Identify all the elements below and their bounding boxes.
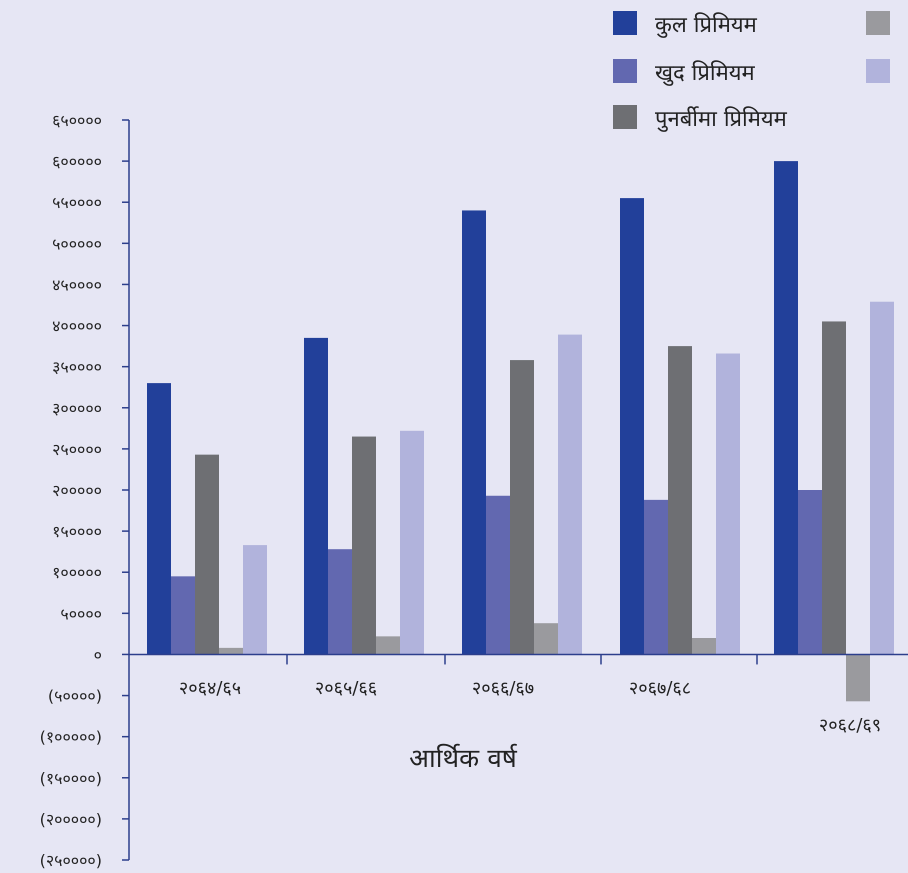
y-tick-label: ४५००००: [52, 275, 102, 294]
bar-1-3: [462, 210, 486, 655]
y-tick-label: ६०००००: [52, 152, 102, 171]
y-tick-label: ३०००००: [52, 399, 102, 418]
bar-2-2: [328, 549, 352, 655]
bar-1-4: [620, 198, 644, 655]
bar-1-1: [147, 383, 171, 655]
bar-4-3: [534, 623, 558, 655]
bar-4-4: [692, 638, 716, 655]
bar-5-5: [870, 301, 894, 655]
legend-label-1: कुल प्रिमियम: [655, 12, 758, 38]
bar-3-1: [195, 454, 219, 655]
x-tick-label: २०६५/६६: [315, 678, 377, 699]
y-tick-label: (१०००००): [40, 728, 102, 747]
y-tick-label: ४०००००: [52, 317, 102, 336]
bar-3-4: [668, 346, 692, 655]
x-tick-label: २०६८/६९: [819, 715, 881, 736]
x-tick-label: २०६७/६८: [629, 678, 691, 699]
legend-swatch-4: [866, 11, 890, 35]
bar-4-5: [846, 654, 870, 702]
bar-5-2: [400, 430, 424, 655]
x-tick-label: २०६६/६७: [472, 678, 534, 699]
y-tick-label: (१५००००): [40, 769, 102, 788]
y-tick-label: २५००००: [52, 440, 102, 459]
y-tick-label: २०००००: [52, 481, 102, 500]
legend-label-2: खुद प्रिमियम: [655, 60, 756, 86]
bar-2-4: [644, 499, 668, 655]
y-tick-label: (२५००००): [40, 851, 102, 870]
bar-2-5: [798, 490, 822, 655]
bar-5-1: [243, 545, 267, 655]
legend-label-3: पुनर्बीमा प्रिमियम: [655, 106, 788, 132]
y-tick-label: ५५००००: [52, 193, 102, 212]
bar-3-5: [822, 321, 846, 655]
x-tick-label: २०६४/६५: [179, 678, 241, 699]
bar-1-2: [304, 337, 328, 655]
legend-swatch-3: [613, 105, 637, 129]
y-tick-label: १५००००: [52, 522, 102, 541]
bar-4-2: [376, 636, 400, 655]
y-tick-label: ६५००००: [52, 111, 102, 130]
bar-4-1: [219, 647, 243, 655]
y-tick-label: १०००००: [52, 563, 102, 582]
bar-5-4: [716, 353, 740, 655]
y-tick-label: ०: [94, 645, 102, 664]
bar-1-5: [774, 161, 798, 655]
y-tick-label: (५००००): [48, 687, 102, 706]
legend-swatch-1: [613, 11, 637, 35]
x-axis-title: आर्थिक वर्ष: [409, 743, 518, 774]
legend-swatch-2: [613, 59, 637, 83]
bar-2-3: [486, 495, 510, 655]
y-tick-label: (२०००००): [40, 810, 102, 829]
legend-swatch-5: [866, 59, 890, 83]
bar-3-3: [510, 360, 534, 655]
bar-3-2: [352, 436, 376, 655]
bar-2-1: [171, 576, 195, 655]
y-tick-label: ५०००००: [52, 234, 102, 253]
bar-5-3: [558, 334, 582, 655]
y-tick-label: ३५००००: [52, 358, 102, 377]
y-tick-label: ५००००: [60, 604, 102, 623]
